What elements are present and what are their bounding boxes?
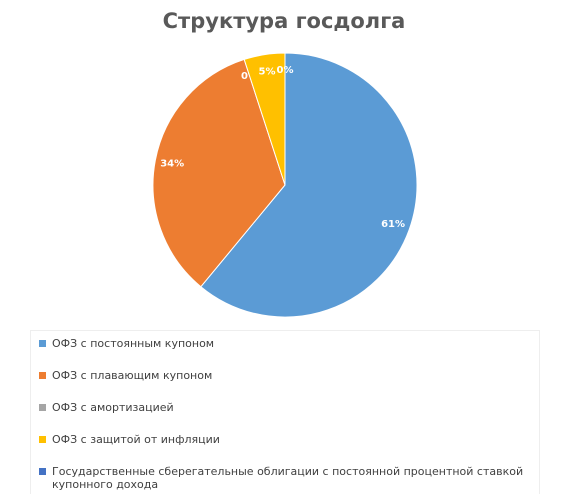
- legend-label: ОФЗ с плавающим купоном: [52, 369, 213, 382]
- legend-item: ОФЗ с постоянным купоном: [39, 337, 539, 369]
- data-label: 5%: [259, 67, 276, 78]
- legend-label: ОФЗ с защитой от инфляции: [52, 433, 220, 446]
- pie-slice: [152, 58, 286, 288]
- legend-swatch: [39, 468, 46, 475]
- legend-label: ОФЗ с амортизацией: [52, 401, 174, 414]
- data-label: 61%: [381, 219, 405, 230]
- legend: ОФЗ с постоянным купоном ОФЗ с плавающим …: [30, 330, 540, 494]
- legend-label: ОФЗ с постоянным купоном: [52, 337, 215, 350]
- legend-swatch: [39, 340, 46, 347]
- legend-item: ОФЗ с плавающим купоном: [39, 369, 539, 401]
- legend-swatch: [39, 404, 46, 411]
- legend-item: ОФЗ с амортизацией: [39, 401, 539, 433]
- pie-slice: [200, 52, 418, 318]
- legend-swatch: [39, 372, 46, 379]
- legend-swatch: [39, 436, 46, 443]
- data-label: 34%: [160, 158, 184, 169]
- legend-label: Государственные сберегательные облигации…: [52, 465, 524, 491]
- chart-title: Структура госдолга: [163, 9, 406, 33]
- data-label: 0%: [277, 65, 294, 76]
- legend-item: Государственные сберегательные облигации…: [39, 465, 539, 497]
- chart: Структура госдолга 61%34%0%5%0%: [152, 9, 418, 318]
- pie-slice: [243, 52, 286, 186]
- legend-item: ОФЗ с защитой от инфляции: [39, 433, 539, 465]
